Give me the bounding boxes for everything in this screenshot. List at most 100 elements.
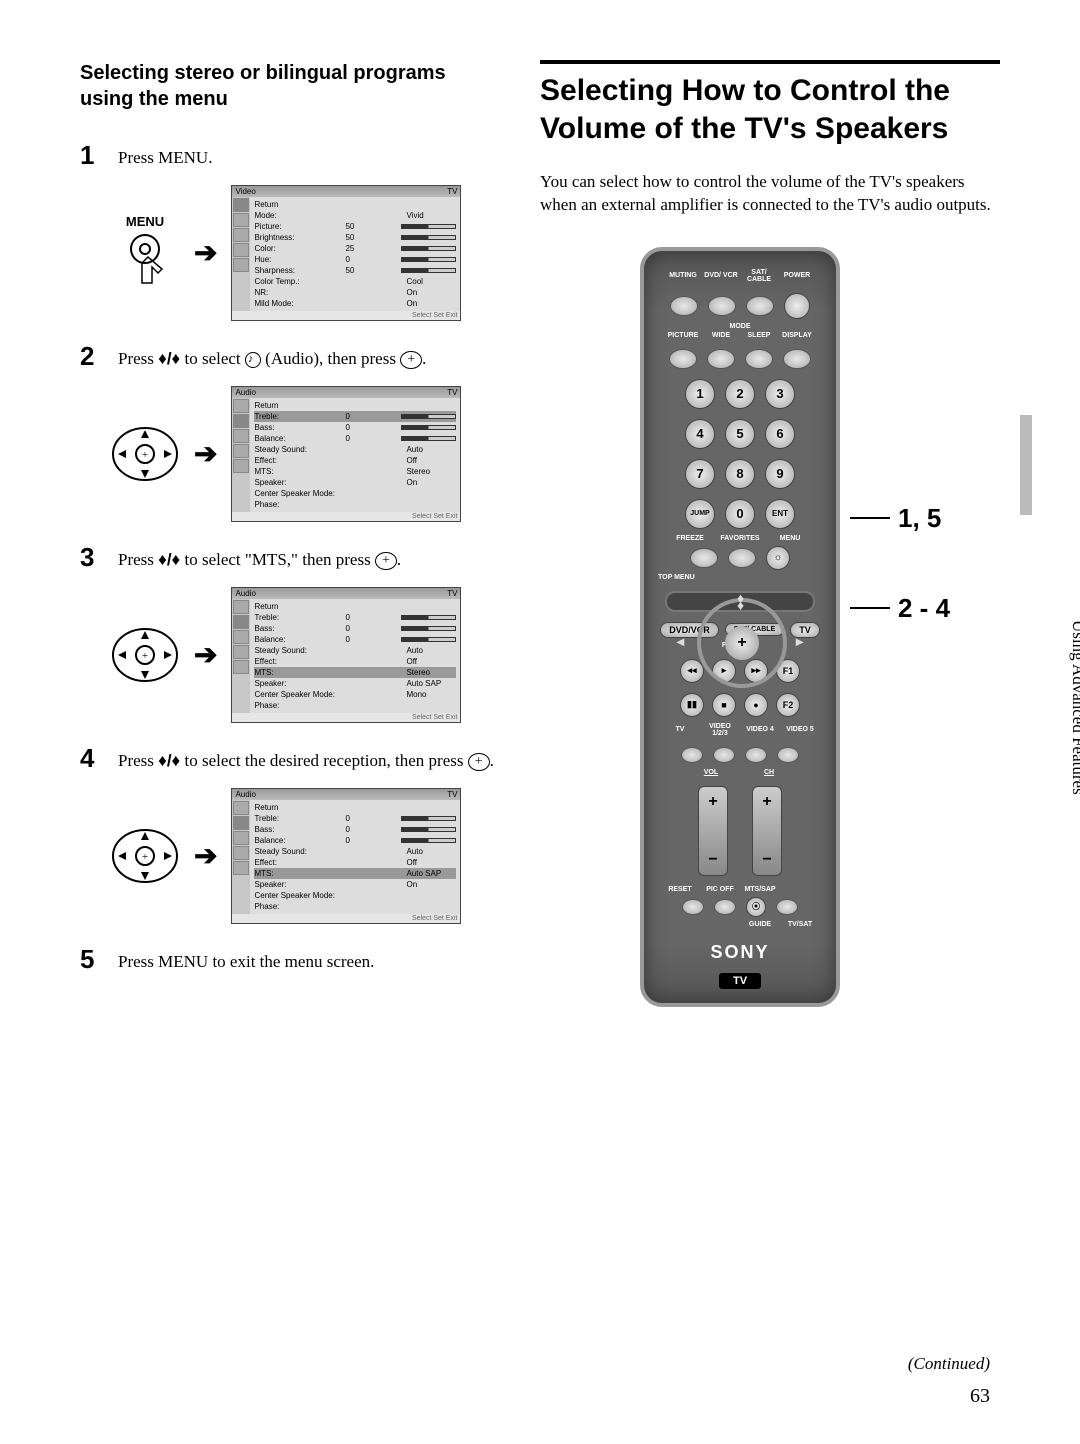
stop-button: ■ <box>712 693 736 717</box>
step-5-number: 5 <box>80 944 106 975</box>
step-3-number: 3 <box>80 542 106 573</box>
remote-label: SLEEP <box>742 332 776 339</box>
channel-rocker: +− <box>752 786 782 876</box>
remote-label: FREEZE <box>668 535 712 542</box>
osd-row: Picture:50 <box>254 221 456 232</box>
pause-button: ▮▮ <box>680 693 704 717</box>
side-tab-bar <box>1020 415 1032 515</box>
osd-row: Treble:0 <box>254 813 456 824</box>
osd-row: Steady Sound:Auto <box>254 645 456 656</box>
enter-icon: + <box>375 552 397 570</box>
muting-button <box>670 296 698 316</box>
osd-row: Treble:0 <box>254 411 456 422</box>
dpad-illustration: + <box>110 826 180 886</box>
f2-button: F2 <box>776 693 800 717</box>
rewind-button: ◂◂ <box>680 659 704 683</box>
menu-button-illustration: MENU <box>110 214 180 292</box>
step-4-number: 4 <box>80 743 106 774</box>
step-4: 4 Press ♦/♦ to select the desired recept… <box>80 743 500 774</box>
display-button <box>783 349 811 369</box>
osd-row: Color:25 <box>254 243 456 254</box>
right-heading: Selecting How to Control the Volume of t… <box>540 72 1000 147</box>
num-2-button: 2 <box>725 379 755 409</box>
picture-button <box>669 349 697 369</box>
osd-row: Sharpness:50 <box>254 265 456 276</box>
remote-label: DVD/ VCR <box>704 272 738 279</box>
figure-2: + ➔ AudioTV ReturnTreble:0Bass:0Balance:… <box>110 386 500 522</box>
sony-logo: SONY <box>710 942 769 963</box>
osd-row: Phase: <box>254 499 456 510</box>
audio-osd-a: AudioTV ReturnTreble:0Bass:0Balance:0Ste… <box>231 386 461 522</box>
arrow-icon: ➔ <box>194 437 217 471</box>
video5-button <box>777 747 799 763</box>
arrow-icon: ➔ <box>194 839 217 873</box>
svg-text:+: + <box>142 851 148 863</box>
remote-label: MENU <box>768 535 812 542</box>
step-4-text: Press ♦/♦ to select the desired receptio… <box>118 743 494 774</box>
tv-function-button: TV <box>790 622 820 638</box>
dpad-illustration: + <box>110 424 180 484</box>
remote-label: GUIDE <box>741 921 779 928</box>
num-7-button: 7 <box>685 459 715 489</box>
remote-label: PIC OFF <box>701 886 739 893</box>
sat-cable-button <box>746 296 774 316</box>
mode-label: MODE <box>730 323 751 330</box>
step-1-text: Press MENU. <box>118 140 212 171</box>
num-4-button: 4 <box>685 419 715 449</box>
osd-row: Color Temp.:Cool <box>254 276 456 287</box>
page-number: 63 <box>970 1385 990 1408</box>
left-column: Selecting stereo or bilingual programs u… <box>80 60 500 1007</box>
remote-label: TV <box>661 726 699 733</box>
remote-label: FAVORITES <box>718 535 762 542</box>
osd-row: Bass:0 <box>254 422 456 433</box>
nav-pad: ♦♦ ◂▸ + <box>665 591 815 612</box>
osd-row: Mode:Vivid <box>254 210 456 221</box>
num-5-button: 5 <box>725 419 755 449</box>
remote-label: DISPLAY <box>780 332 814 339</box>
ent-button: ENT <box>765 499 795 529</box>
continued-note: (Continued) <box>908 1354 990 1374</box>
rec-indicator-button <box>776 899 798 915</box>
osd-row: Treble:0 <box>254 612 456 623</box>
osd-row: Center Speaker Mode: <box>254 488 456 499</box>
osd-row: Balance:0 <box>254 835 456 846</box>
step-5: 5 Press MENU to exit the menu screen. <box>80 944 500 975</box>
osd-row: Speaker:On <box>254 477 456 488</box>
osd-row: Balance:0 <box>254 634 456 645</box>
step-3-text: Press ♦/♦ to select "MTS," then press +. <box>118 542 401 573</box>
freeze-button <box>690 548 718 568</box>
nav-enter-button: + <box>725 626 759 660</box>
osd-row: Hue:0 <box>254 254 456 265</box>
sleep-button <box>745 349 773 369</box>
callout-menu: 1, 5 <box>850 503 941 534</box>
osd-row: MTS:Auto SAP <box>254 868 456 879</box>
step-2-number: 2 <box>80 341 106 372</box>
osd-row: Return <box>254 400 456 411</box>
enter-icon: + <box>468 753 490 771</box>
audio-icon <box>245 352 261 368</box>
osd-row: Speaker:On <box>254 879 456 890</box>
pic-off-button <box>714 899 736 915</box>
osd-row: Phase: <box>254 901 456 912</box>
osd-row: Center Speaker Mode:Mono <box>254 689 456 700</box>
step-1: 1 Press MENU. <box>80 140 500 171</box>
remote-label: SAT/ CABLE <box>742 269 776 283</box>
osd-row: Return <box>254 802 456 813</box>
jump-button: JUMP <box>685 499 715 529</box>
svg-text:+: + <box>142 650 148 662</box>
osd-row: Steady Sound:Auto <box>254 444 456 455</box>
figure-1: MENU ➔ VideoTV ReturnMode:VividPicture:5… <box>110 185 500 321</box>
tv-tag: TV <box>719 973 761 989</box>
osd-row: Effect:Off <box>254 857 456 868</box>
menu-button-label: MENU <box>110 214 180 229</box>
tv-input-button <box>681 747 703 763</box>
osd-row: Effect:Off <box>254 656 456 667</box>
audio-osd-c: AudioTV ReturnTreble:0Bass:0Balance:0Ste… <box>231 788 461 924</box>
remote-label: WIDE <box>704 332 738 339</box>
step-5-text: Press MENU to exit the menu screen. <box>118 944 374 975</box>
osd-row: NR:On <box>254 287 456 298</box>
remote-label: MUTING <box>666 272 700 279</box>
volume-rocker: +− <box>698 786 728 876</box>
remote-label: PICTURE <box>666 332 700 339</box>
osd-row: Phase: <box>254 700 456 711</box>
